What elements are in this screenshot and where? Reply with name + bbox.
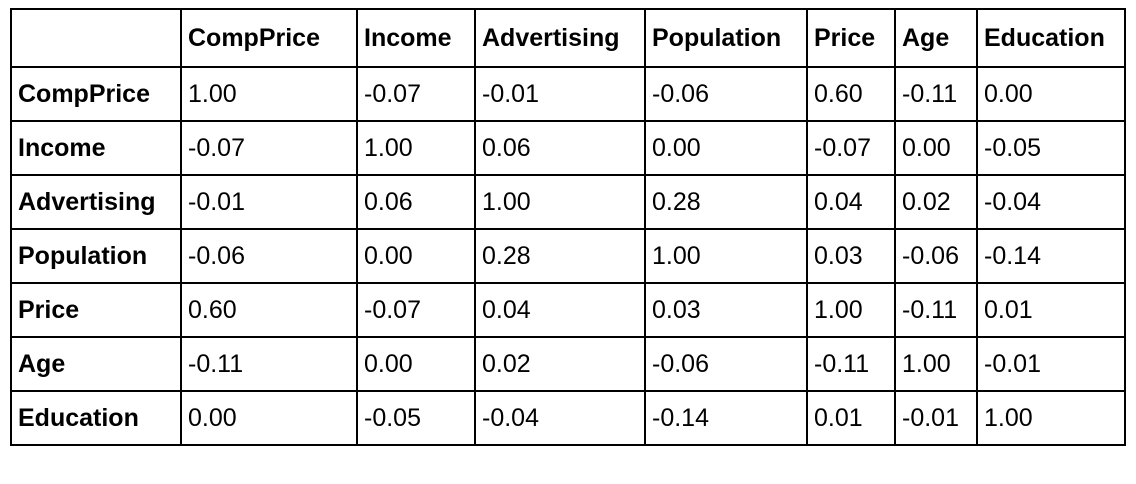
table-cell: 1.00	[180, 66, 358, 122]
table-cell: -0.07	[180, 120, 358, 176]
table-cell: 0.06	[356, 174, 476, 230]
table-cell: -0.07	[356, 66, 476, 122]
table-cell: 0.06	[474, 120, 646, 176]
table-cell: 0.02	[474, 336, 646, 392]
column-header: Education	[976, 8, 1126, 68]
table-cell: -0.01	[894, 390, 978, 446]
table-cell: -0.01	[474, 66, 646, 122]
table-cell: 1.00	[894, 336, 978, 392]
table-cell: 1.00	[474, 174, 646, 230]
table-cell: -0.14	[976, 228, 1126, 284]
table-cell: -0.04	[474, 390, 646, 446]
row-header: Price	[10, 282, 182, 338]
table-cell: -0.07	[356, 282, 476, 338]
table-cell: 0.01	[806, 390, 896, 446]
table-cell: -0.06	[894, 228, 978, 284]
table-cell: 0.60	[806, 66, 896, 122]
table-cell: -0.11	[894, 282, 978, 338]
column-header: Population	[644, 8, 808, 68]
table-row: Population -0.06 0.00 0.28 1.00 0.03 -0.…	[10, 228, 1126, 284]
table-row: Education 0.00 -0.05 -0.04 -0.14 0.01 -0…	[10, 390, 1126, 446]
row-header: Education	[10, 390, 182, 446]
table-cell: 0.04	[474, 282, 646, 338]
table-cell: 0.00	[356, 336, 476, 392]
column-header: Age	[894, 8, 978, 68]
table-cell: -0.05	[356, 390, 476, 446]
table-cell: 0.03	[806, 228, 896, 284]
table-row: Income -0.07 1.00 0.06 0.00 -0.07 0.00 -…	[10, 120, 1126, 176]
table-cell: -0.06	[644, 336, 808, 392]
table-cell: -0.06	[180, 228, 358, 284]
table-cell: 0.02	[894, 174, 978, 230]
table-cell: 0.04	[806, 174, 896, 230]
corner-cell	[10, 8, 182, 68]
table-cell: -0.14	[644, 390, 808, 446]
table-cell: -0.01	[976, 336, 1126, 392]
correlation-table: CompPrice Income Advertising Population …	[10, 8, 1126, 446]
table-cell: 0.00	[894, 120, 978, 176]
table-cell: 0.03	[644, 282, 808, 338]
table-cell: 0.00	[356, 228, 476, 284]
table-row: Age -0.11 0.00 0.02 -0.06 -0.11 1.00 -0.…	[10, 336, 1126, 392]
header-row: CompPrice Income Advertising Population …	[10, 8, 1126, 68]
column-header: Price	[806, 8, 896, 68]
table-cell: -0.05	[976, 120, 1126, 176]
table-row: Advertising -0.01 0.06 1.00 0.28 0.04 0.…	[10, 174, 1126, 230]
row-header: Advertising	[10, 174, 182, 230]
table-cell: 0.01	[976, 282, 1126, 338]
column-header: Advertising	[474, 8, 646, 68]
table-row: CompPrice 1.00 -0.07 -0.01 -0.06 0.60 -0…	[10, 66, 1126, 122]
table-cell: -0.01	[180, 174, 358, 230]
table-cell: 0.60	[180, 282, 358, 338]
table-cell: 1.00	[356, 120, 476, 176]
table-cell: 0.00	[180, 390, 358, 446]
table-cell: 0.28	[474, 228, 646, 284]
row-header: Income	[10, 120, 182, 176]
row-header: CompPrice	[10, 66, 182, 122]
table-row: Price 0.60 -0.07 0.04 0.03 1.00 -0.11 0.…	[10, 282, 1126, 338]
table-cell: 0.28	[644, 174, 808, 230]
table-cell: -0.06	[644, 66, 808, 122]
table-cell: -0.04	[976, 174, 1126, 230]
table-cell: 1.00	[644, 228, 808, 284]
row-header: Population	[10, 228, 182, 284]
table-cell: -0.11	[180, 336, 358, 392]
table-cell: 1.00	[806, 282, 896, 338]
table-cell: 1.00	[976, 390, 1126, 446]
table-cell: -0.11	[894, 66, 978, 122]
table-cell: -0.07	[806, 120, 896, 176]
column-header: Income	[356, 8, 476, 68]
table-cell: 0.00	[644, 120, 808, 176]
row-header: Age	[10, 336, 182, 392]
table-cell: -0.11	[806, 336, 896, 392]
column-header: CompPrice	[180, 8, 358, 68]
table-cell: 0.00	[976, 66, 1126, 122]
